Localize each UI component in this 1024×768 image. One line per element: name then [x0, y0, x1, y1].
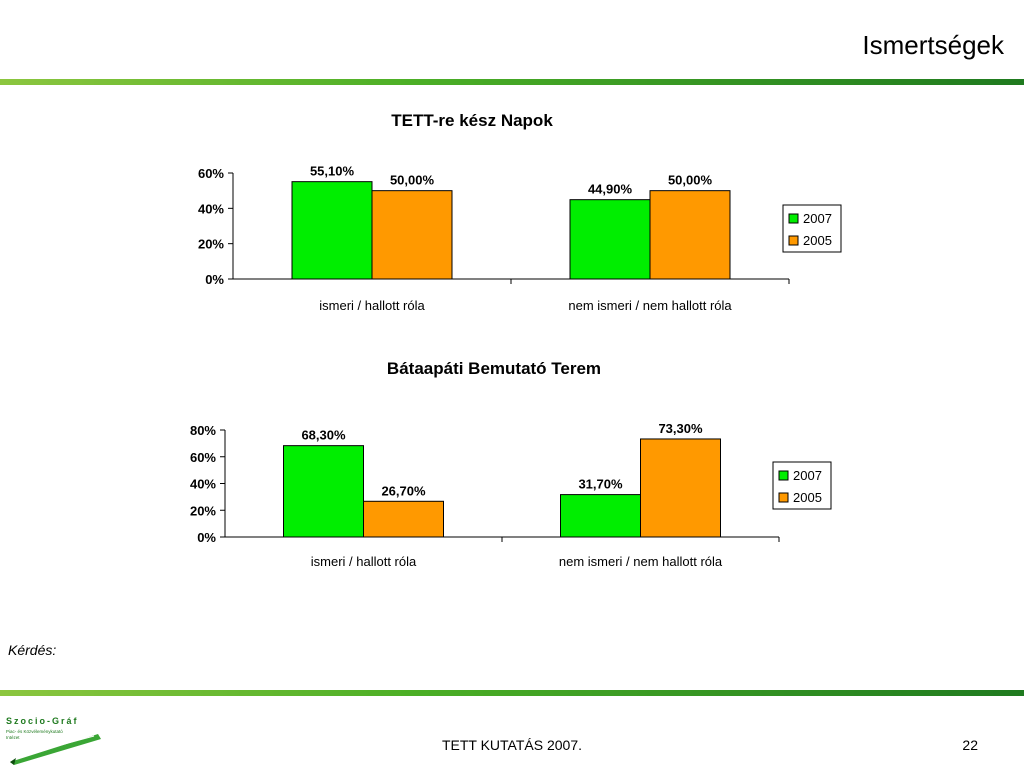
question-label: Kérdés:	[8, 642, 57, 658]
y-tick-label: 0%	[197, 530, 216, 545]
footer-text: TETT KUTATÁS 2007.	[441, 737, 583, 753]
legend-swatch-2005	[788, 235, 799, 246]
data-label: 50,00%	[390, 173, 435, 188]
bar-2005	[649, 190, 731, 280]
svg-text:Piac- és Közvéleménykutató: Piac- és Közvéleménykutató	[6, 729, 63, 734]
legend-label: 2007	[803, 211, 832, 226]
data-label: 31,70%	[578, 477, 623, 492]
szocio-graf-logo: Szocio-Gráf Piac- és Közvéleménykutató I…	[6, 716, 101, 765]
svg-text:Szocio-Gráf: Szocio-Gráf	[6, 716, 79, 726]
legend-swatch-2007	[788, 213, 799, 224]
legend-label: 2005	[793, 490, 822, 505]
y-tick-label: 40%	[198, 201, 224, 216]
data-label: 50,00%	[668, 173, 713, 188]
bar-2007	[291, 181, 373, 280]
legend: 2007 2005	[772, 461, 832, 510]
legend-swatch-2007	[778, 470, 789, 481]
y-tick-label: 20%	[190, 503, 216, 518]
svg-text:Intézet: Intézet	[6, 735, 20, 740]
slide-title: Ismertségek	[862, 30, 1004, 60]
chart-title: Bátaapáti Bemutató Terem	[387, 359, 601, 378]
bar-2007	[569, 199, 651, 280]
bar-2005	[371, 190, 453, 280]
header-divider	[0, 79, 1024, 85]
data-label: 73,30%	[658, 421, 703, 436]
data-label: 26,70%	[381, 483, 426, 498]
y-tick-label: 40%	[190, 477, 216, 492]
bar-2007	[560, 494, 641, 538]
legend-label: 2007	[793, 468, 822, 483]
y-tick-label: 60%	[190, 450, 216, 465]
legend-box	[772, 461, 832, 510]
legend-swatch-2005	[778, 492, 789, 503]
legend: 2007 2005	[782, 204, 842, 253]
chart-title: TETT-re kész Napok	[391, 111, 553, 130]
footer-divider	[0, 690, 1024, 696]
x-tick-label: nem ismeri / nem hallott róla	[568, 298, 732, 313]
bar-2005	[640, 438, 721, 538]
legend-label: 2005	[803, 233, 832, 248]
chart-tett-re-kesz-napok: TETT-re kész Napok 0% 20% 40% 60% ismeri / ha…	[0, 100, 1024, 330]
bar-2005	[363, 500, 444, 538]
data-label: 55,10%	[310, 164, 355, 179]
data-label: 68,30%	[301, 428, 346, 443]
x-tick-label: nem ismeri / nem hallott róla	[559, 554, 723, 569]
y-tick-label: 0%	[205, 272, 224, 287]
y-tick-label: 80%	[190, 423, 216, 438]
y-tick-label: 20%	[198, 237, 224, 252]
x-tick-label: ismeri / hallott róla	[311, 554, 417, 569]
bar-2007	[283, 445, 364, 538]
page-number: 22	[962, 737, 978, 753]
y-tick-label: 60%	[198, 166, 224, 181]
data-label: 44,90%	[588, 182, 633, 197]
chart-bataapati-bemutato-terem: Bátaapáti Bemutató Terem 0% 20% 40% 60% 80% is…	[0, 350, 1024, 590]
x-tick-label: ismeri / hallott róla	[319, 298, 425, 313]
